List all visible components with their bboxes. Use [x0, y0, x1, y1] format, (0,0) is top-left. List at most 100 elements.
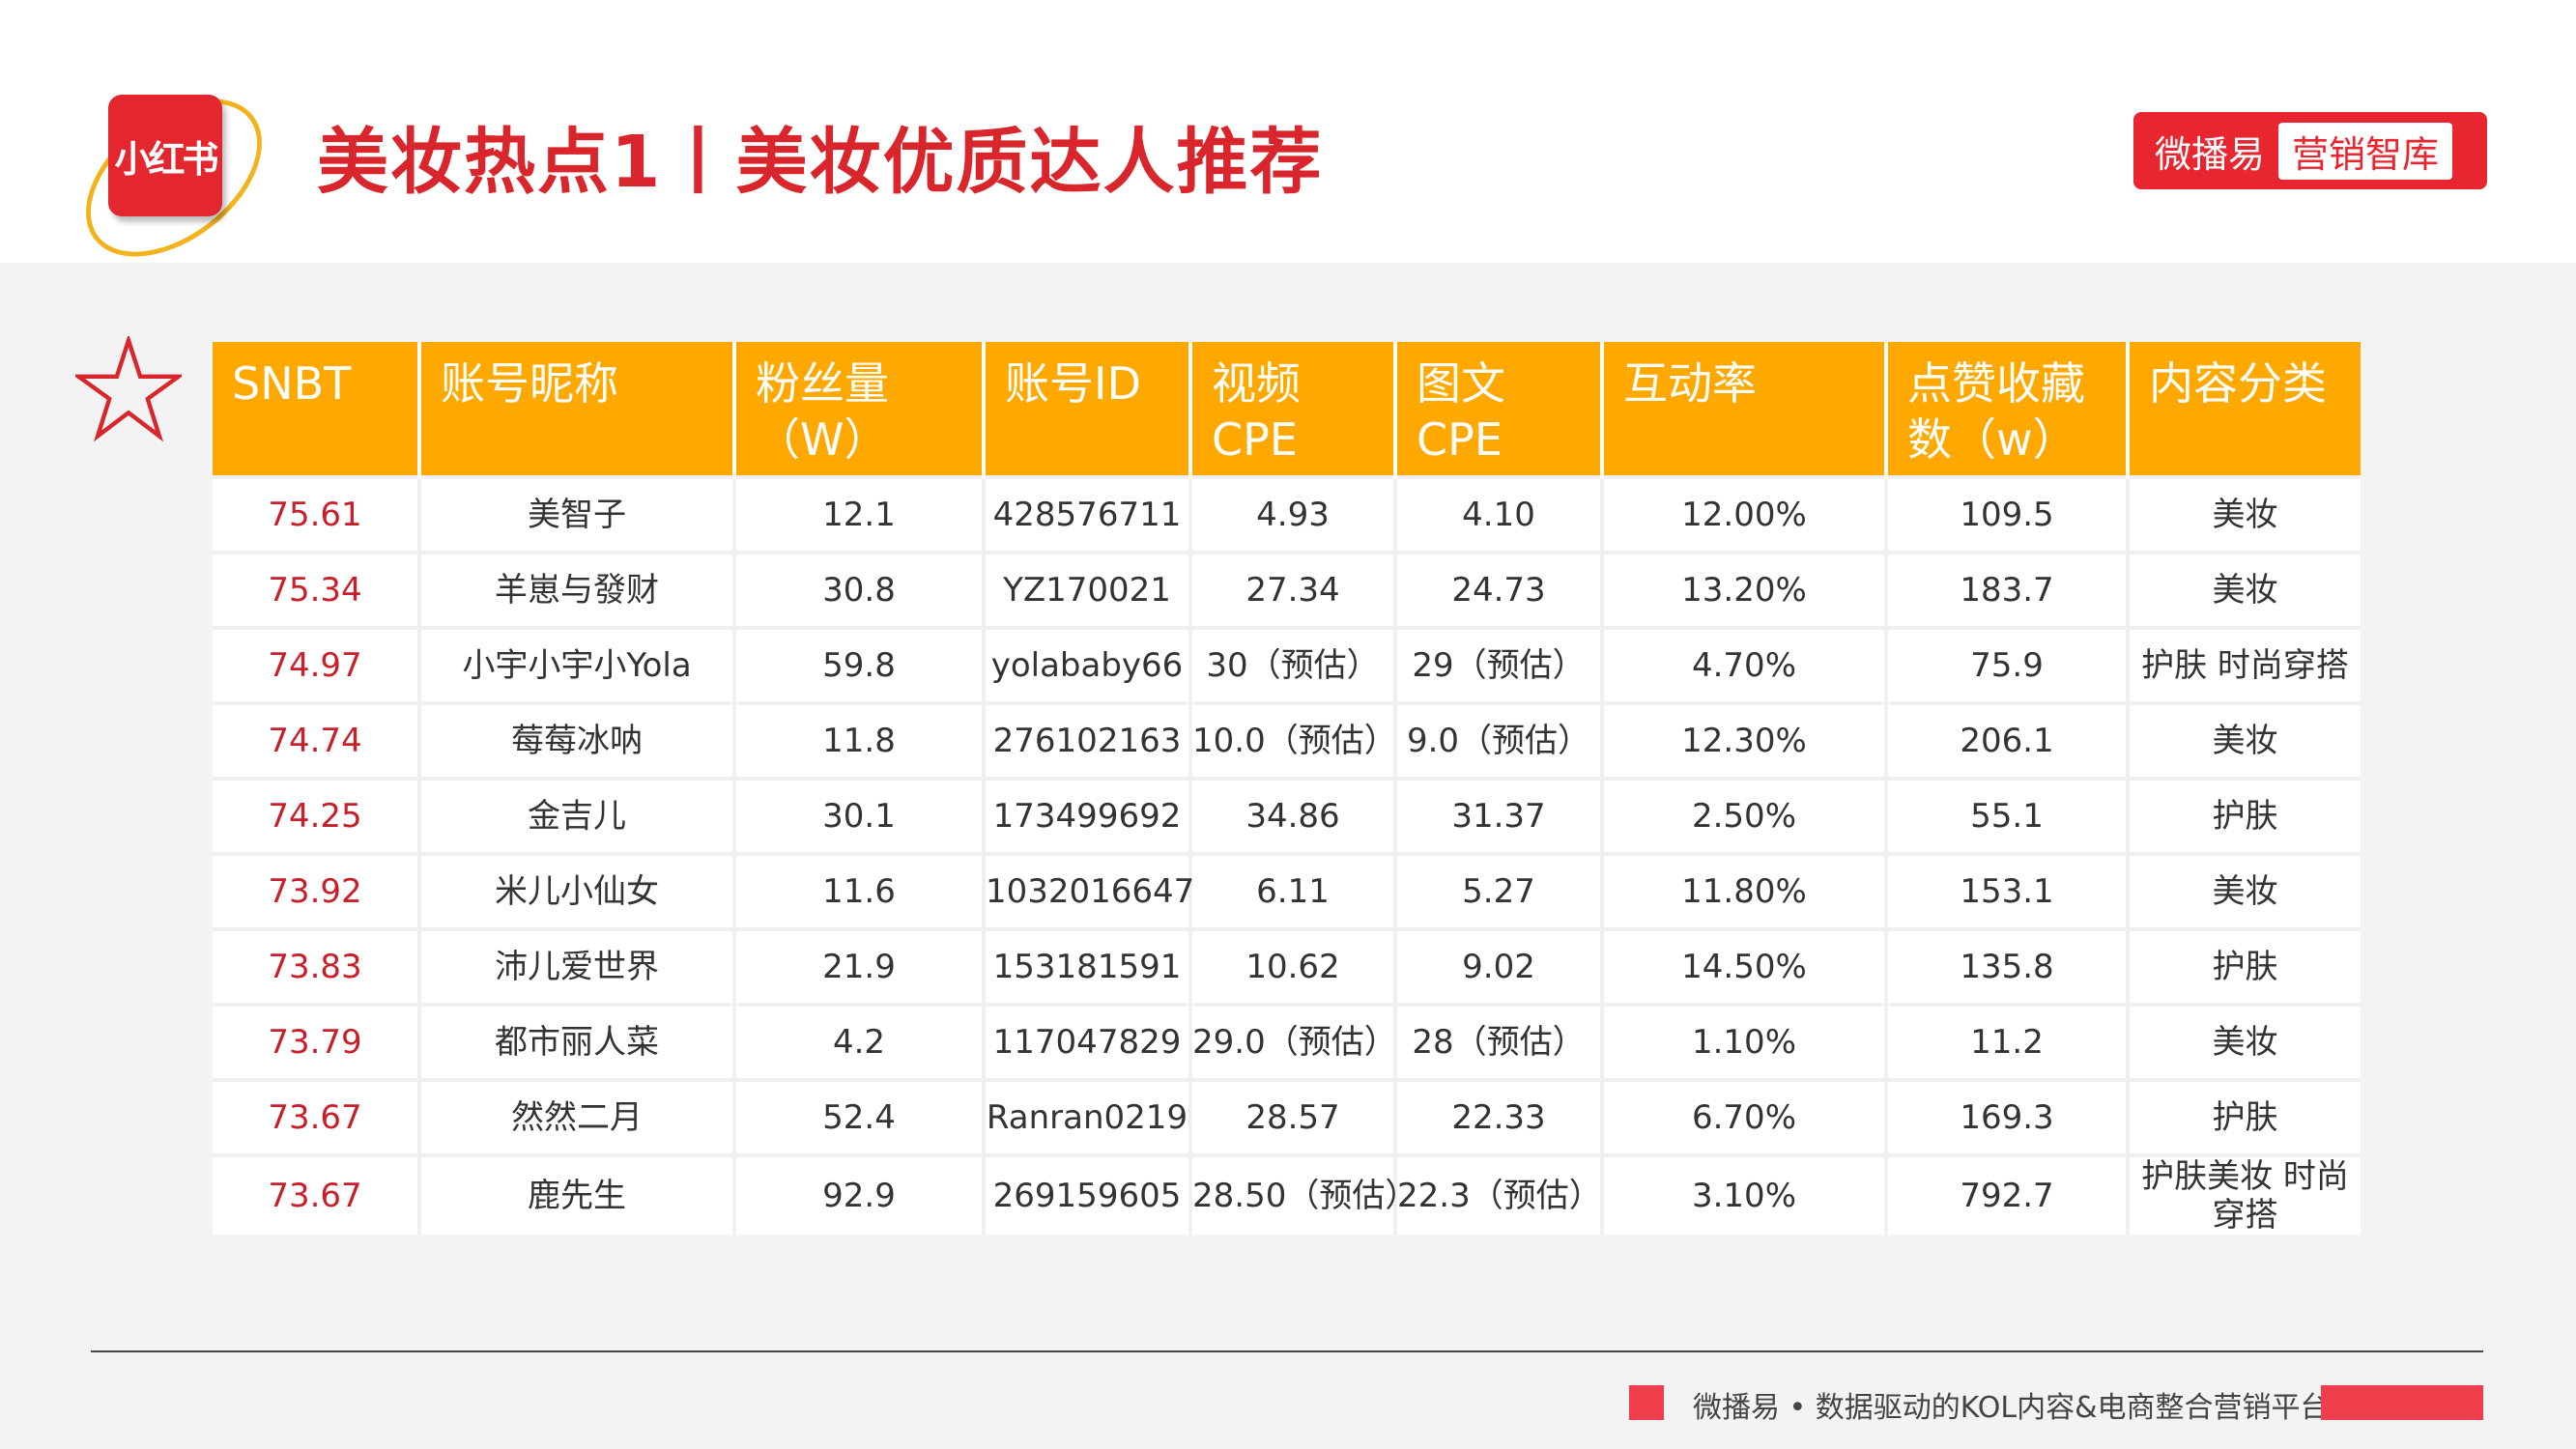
- table-cell: 153181591: [984, 927, 1192, 1005]
- table-cell: 206.1: [1886, 701, 2130, 779]
- footer-square: [1629, 1385, 1664, 1420]
- table-row: 73.67 鹿先生 92.9 269159605 28.50（预估） 22.3（预估） 3.…: [213, 1153, 2361, 1235]
- table-cell: 13.20%: [1602, 551, 1888, 628]
- star-icon: [75, 336, 182, 442]
- table-cell: 米儿小仙女: [419, 852, 736, 929]
- table-cell: 护肤: [2128, 777, 2361, 854]
- table-row: 73.67 然然二月 52.4 Ranran0219 28.57 22.33 6.70% 16…: [213, 1078, 2361, 1155]
- column-header: 粉丝量 （W）: [734, 342, 986, 477]
- table-cell: 鹿先生: [419, 1153, 736, 1235]
- table-cell: 护肤美妆 时尚穿搭: [2128, 1153, 2361, 1235]
- table-cell: 金吉儿: [419, 777, 736, 854]
- table-cell: 183.7: [1886, 551, 2130, 628]
- table-cell: 4.93: [1190, 475, 1397, 553]
- table-cell: 10.62: [1190, 927, 1397, 1005]
- table-cell: 22.3（预估）: [1395, 1153, 1604, 1235]
- table-cell: yolababy66: [984, 626, 1192, 703]
- table-cell: 14.50%: [1602, 927, 1888, 1005]
- table-cell: 22.33: [1395, 1078, 1604, 1155]
- table-cell: 美妆: [2128, 701, 2361, 779]
- table-row: 73.79 都市丽人菜 4.2 117047829 29.0（预估） 28（预估） 1.10…: [213, 1003, 2361, 1080]
- snbt-cell: 75.61: [213, 475, 421, 553]
- table-cell: 28.57: [1190, 1078, 1397, 1155]
- table-cell: 29（预估）: [1395, 626, 1604, 703]
- table-cell: 117047829: [984, 1003, 1192, 1080]
- table-cell: 沛儿爱世界: [419, 927, 736, 1005]
- table-cell: 4.10: [1395, 475, 1604, 553]
- header-bar: 小红书 美妆热点1丨美妆优质达人推荐 微播易 营销智库: [0, 0, 2576, 289]
- snbt-cell: 73.79: [213, 1003, 421, 1080]
- table-cell: 1032016647: [984, 852, 1194, 929]
- column-header: 互动率: [1602, 342, 1888, 477]
- table-cell: 792.7: [1886, 1153, 2130, 1235]
- column-header: 内容分类: [2128, 342, 2361, 477]
- table-cell: 莓莓冰呐: [419, 701, 736, 779]
- table-cell: 34.86: [1190, 777, 1397, 854]
- table-cell: Ranran0219: [984, 1078, 1192, 1155]
- table-row: 75.34 羊崽与發财 30.8 YZ170021 27.34 24.73 13.20% 18…: [213, 551, 2361, 628]
- table-cell: 美妆: [2128, 551, 2361, 628]
- table-cell: 30.1: [734, 777, 986, 854]
- table-cell: 28.50（预估）: [1190, 1153, 1417, 1235]
- footer-text: 微播易 • 数据驱动的KOL内容&电商整合营销平台: [1693, 1391, 2330, 1425]
- table-cell: 31.37: [1395, 777, 1604, 854]
- table-cell: 169.3: [1886, 1078, 2130, 1155]
- column-header: 账号ID: [984, 342, 1192, 477]
- table-cell: 1.10%: [1602, 1003, 1888, 1080]
- table-cell: 10.0（预估）: [1190, 701, 1397, 779]
- table-cell: 6.70%: [1602, 1078, 1888, 1155]
- brand-name: 微播易: [2155, 132, 2266, 176]
- column-header: 视频 CPE: [1190, 342, 1397, 477]
- table-cell: 6.11: [1190, 852, 1397, 929]
- table-cell: 9.02: [1395, 927, 1604, 1005]
- table-cell: 30（预估）: [1190, 626, 1397, 703]
- table-cell: 9.0（预估）: [1395, 701, 1604, 779]
- table-cell: 美妆: [2128, 852, 2361, 929]
- table-cell: 276102163: [984, 701, 1192, 779]
- table-cell: 3.10%: [1602, 1153, 1888, 1235]
- page-title: 美妆热点1丨美妆优质达人推荐: [317, 121, 1324, 204]
- table-header-row: SNBT 账号昵称 粉丝量 （W） 账号ID 视频 CPE 图文 CPE 互动率 点赞…: [213, 342, 2361, 477]
- table-cell: 21.9: [734, 927, 986, 1005]
- table-cell: 135.8: [1886, 927, 2130, 1005]
- table-cell: 然然二月: [419, 1078, 736, 1155]
- brand-badge: 微播易 营销智库: [2133, 112, 2487, 189]
- table-row: 74.97 小宇小宇小Yola 59.8 yolababy66 30（预估） 29（预估）…: [213, 626, 2361, 703]
- table-body: 75.61 美智子 12.1 428576711 4.93 4.10 12.00% 109.5…: [213, 475, 2361, 1235]
- table-cell: 75.9: [1886, 626, 2130, 703]
- table-row: 73.92 米儿小仙女 11.6 1032016647 6.11 5.27 11.80% 15…: [213, 852, 2361, 929]
- table-cell: 护肤: [2128, 927, 2361, 1005]
- table-cell: 4.2: [734, 1003, 986, 1080]
- table-cell: 小宇小宇小Yola: [419, 626, 736, 703]
- table-cell: YZ170021: [984, 551, 1192, 628]
- table-cell: 美妆: [2128, 475, 2361, 553]
- table-cell: 11.2: [1886, 1003, 2130, 1080]
- table-cell: 24.73: [1395, 551, 1604, 628]
- table-cell: 428576711: [984, 475, 1192, 553]
- table-cell: 美智子: [419, 475, 736, 553]
- table-cell: 11.80%: [1602, 852, 1888, 929]
- table-cell: 5.27: [1395, 852, 1604, 929]
- snbt-cell: 74.97: [213, 626, 421, 703]
- table-cell: 29.0（预估）: [1190, 1003, 1397, 1080]
- table-cell: 2.50%: [1602, 777, 1888, 854]
- snbt-cell: 73.92: [213, 852, 421, 929]
- table-cell: 59.8: [734, 626, 986, 703]
- logo-text: 小红书: [114, 137, 218, 181]
- table-cell: 109.5: [1886, 475, 2130, 553]
- table-cell: 都市丽人菜: [419, 1003, 736, 1080]
- brand-tag: 营销智库: [2278, 122, 2453, 180]
- table-row: 73.83 沛儿爱世界 21.9 153181591 10.62 9.02 14.50% 13…: [213, 927, 2361, 1005]
- table-cell: 153.1: [1886, 852, 2130, 929]
- kol-table: SNBT 账号昵称 粉丝量 （W） 账号ID 视频 CPE 图文 CPE 互动率 点赞…: [213, 342, 2361, 1235]
- snbt-cell: 73.67: [213, 1153, 421, 1235]
- snbt-cell: 73.83: [213, 927, 421, 1005]
- table-cell: 28（预估）: [1395, 1003, 1604, 1080]
- table-cell: 12.1: [734, 475, 986, 553]
- table-cell: 27.34: [1190, 551, 1397, 628]
- table-cell: 护肤: [2128, 1078, 2361, 1155]
- table-cell: 11.8: [734, 701, 986, 779]
- table-row: 74.25 金吉儿 30.1 173499692 34.86 31.37 2.50% 55.1…: [213, 777, 2361, 854]
- table-cell: 52.4: [734, 1078, 986, 1155]
- table-cell: 羊崽与發财: [419, 551, 736, 628]
